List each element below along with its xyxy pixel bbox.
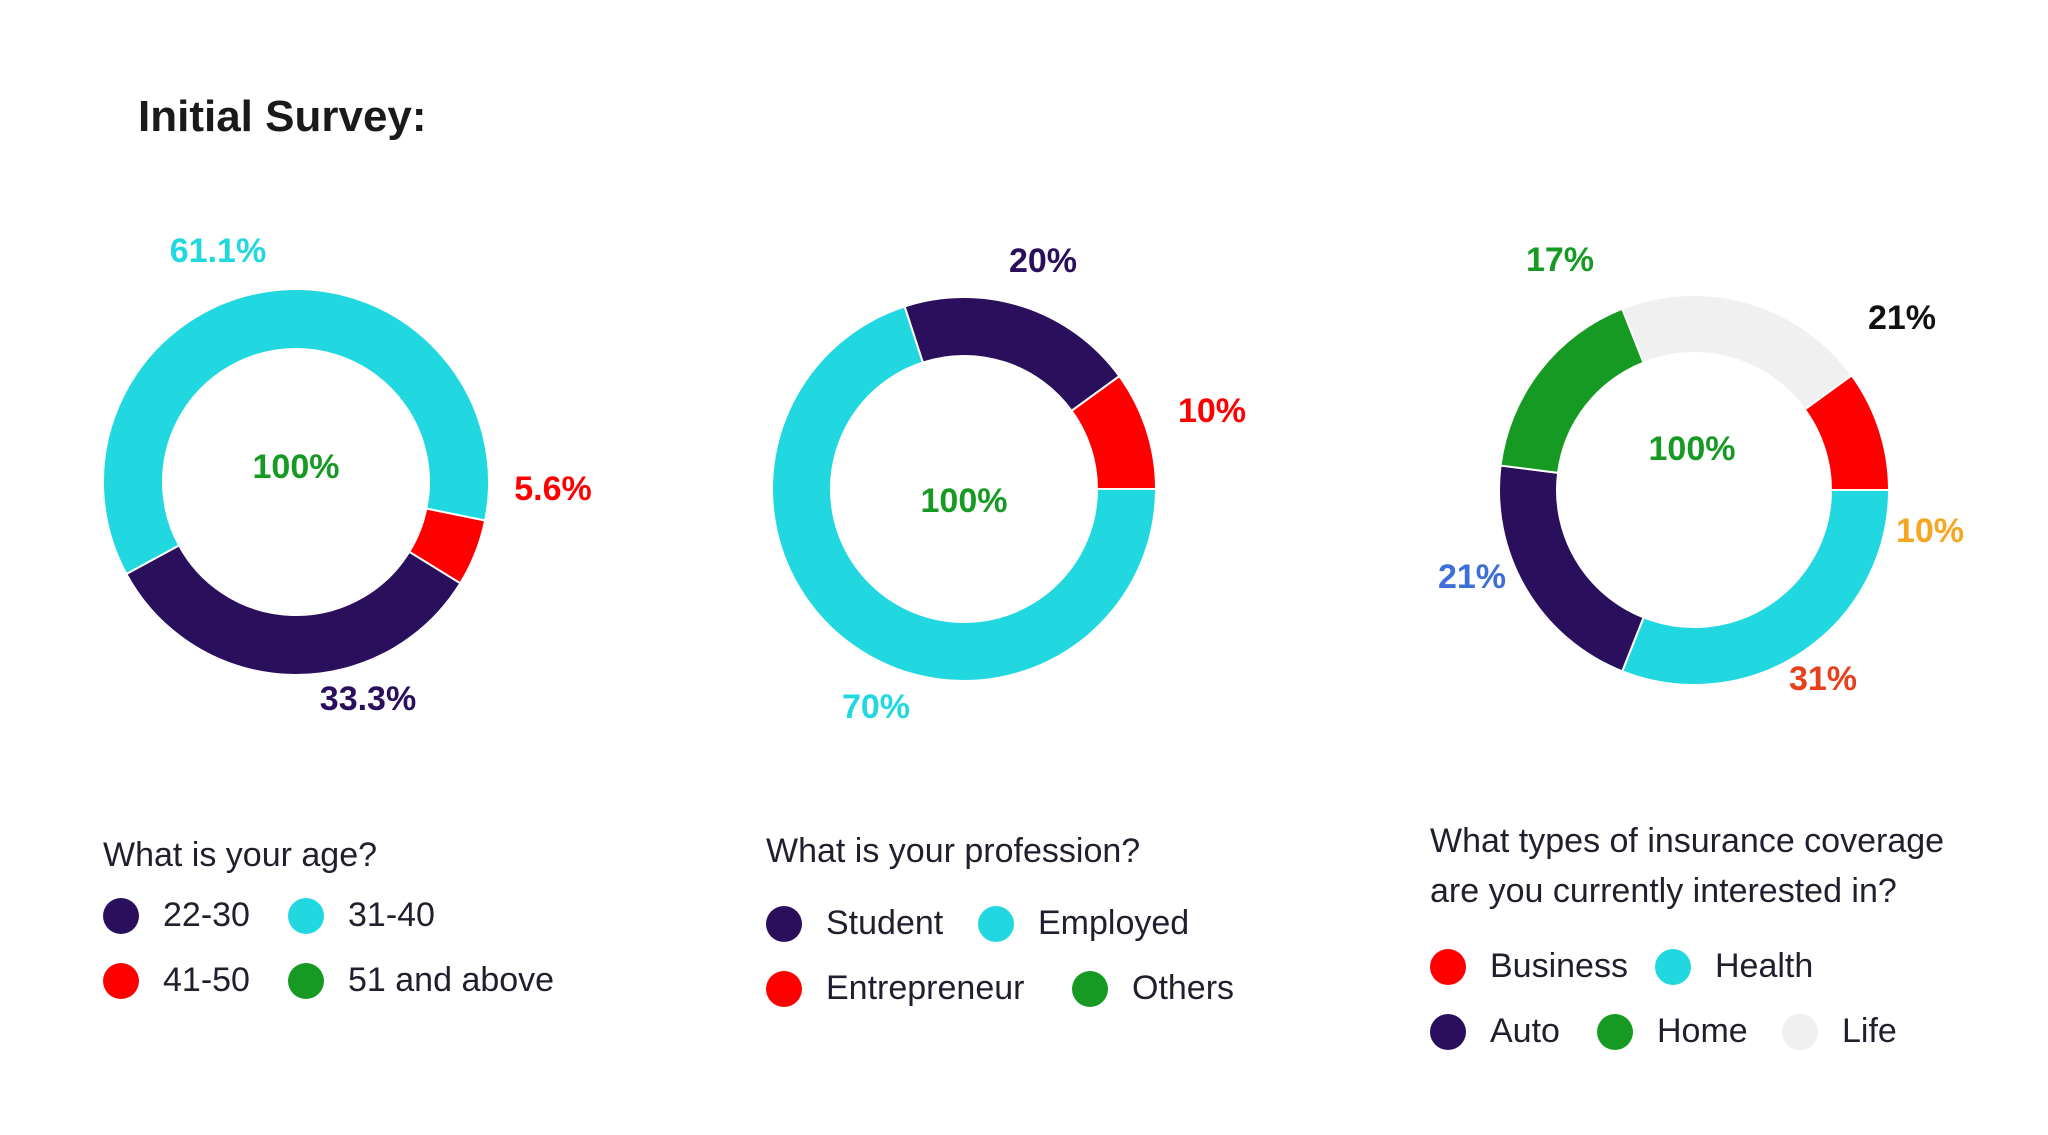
legend-label: 22-30	[163, 896, 250, 934]
donut-chart-insurance: 10% 31% 21% 17% 21% 100%	[1438, 241, 1964, 698]
legend-label: Others	[1132, 969, 1235, 1007]
slice-label-health: 31%	[1789, 660, 1857, 698]
donut-center-label: 100%	[921, 482, 1008, 520]
legend-label: Life	[1842, 1012, 1897, 1050]
legend-dot-icon	[288, 897, 324, 934]
legend-item-41-50: 41-50	[103, 961, 250, 1000]
slice-label-employed: 70%	[842, 688, 910, 726]
legend-item-employed: Employed	[978, 904, 1189, 943]
legend-label: Home	[1657, 1012, 1748, 1050]
legend-dot-icon	[978, 905, 1014, 942]
donut-slice-business	[1803, 373, 1891, 491]
donut-slice-31-40	[102, 287, 490, 576]
legend-dot-icon	[288, 962, 324, 999]
legend-label: Employed	[1038, 904, 1190, 942]
slice-label-31-40: 61.1%	[170, 232, 266, 270]
legend-label: 51 and above	[348, 961, 555, 999]
legend-label: Entrepreneur	[826, 969, 1025, 1007]
legend-item-22-30: 22-30	[103, 896, 250, 935]
legend-label: Business	[1490, 947, 1628, 985]
legend-item-others: Others	[1072, 969, 1234, 1008]
donut-center-label: 100%	[253, 448, 340, 486]
question-insurance-line-1: What types of insurance coverage	[1430, 822, 1945, 860]
donut-slice-life	[1620, 294, 1854, 411]
legend-dot-icon	[103, 897, 139, 934]
slice-label-student: 20%	[1009, 242, 1077, 280]
donut-slice-auto	[1498, 464, 1645, 673]
legend-item-home: Home	[1597, 1012, 1748, 1051]
slice-label-life: 21%	[1868, 299, 1936, 337]
slice-label-entrepreneur: 10%	[1178, 392, 1246, 430]
donut-slice-student	[903, 296, 1121, 413]
legend-item-health: Health	[1655, 947, 1813, 986]
legend-label: Student	[826, 904, 944, 942]
question-profession: What is your profession?	[766, 832, 1141, 870]
donut-center-label: 100%	[1649, 430, 1736, 468]
slice-label-41-50: 5.6%	[514, 470, 592, 508]
legend-dot-icon	[103, 962, 139, 999]
question-age: What is your age?	[103, 836, 378, 874]
donut-slice-home	[1499, 307, 1645, 474]
question-insurance-line-2: are you currently interested in?	[1430, 872, 1897, 910]
question-insurance: What types of insurance coverage are you…	[1430, 816, 1944, 916]
donut-chart-profession: 20% 70% 10% 100%	[771, 242, 1246, 726]
legend-item-business: Business	[1430, 947, 1628, 986]
legend-label: 41-50	[163, 961, 250, 999]
legend-item-31-40: 31-40	[288, 896, 435, 935]
legend-dot-icon	[1655, 948, 1691, 985]
legend-label: Auto	[1490, 1012, 1560, 1050]
donut-slice-health	[1620, 489, 1891, 686]
legend-dot-icon	[1597, 1013, 1633, 1050]
donut-chart-age: 33.3% 61.1% 5.6% 100%	[102, 232, 592, 718]
donut-slice-entrepreneur	[1070, 374, 1158, 490]
slice-label-home: 17%	[1526, 241, 1594, 279]
legend-dot-icon	[766, 970, 802, 1007]
legend-dot-icon	[1430, 1013, 1466, 1050]
legend-dot-icon	[766, 905, 802, 942]
slice-label-22-30: 33.3%	[320, 680, 416, 718]
slice-label-business: 10%	[1896, 512, 1964, 550]
legend-item-student: Student	[766, 904, 943, 943]
legend-dot-icon	[1072, 970, 1108, 1007]
legend-item-entrepreneur: Entrepreneur	[766, 969, 1024, 1008]
donut-slice-employed	[771, 305, 1158, 682]
legend-dot-icon	[1430, 948, 1466, 985]
legend-label: Health	[1715, 947, 1814, 985]
legend-dot-icon	[1782, 1013, 1818, 1050]
legend-label: 31-40	[348, 896, 435, 934]
page-title: Initial Survey:	[138, 92, 427, 141]
slice-label-auto: 21%	[1438, 558, 1506, 596]
legend-item-life: Life	[1782, 1012, 1897, 1051]
donut-slice-22-30	[124, 544, 462, 676]
legend-item-auto: Auto	[1430, 1012, 1560, 1051]
legend-item-51-and-above: 51 and above	[288, 961, 554, 1000]
